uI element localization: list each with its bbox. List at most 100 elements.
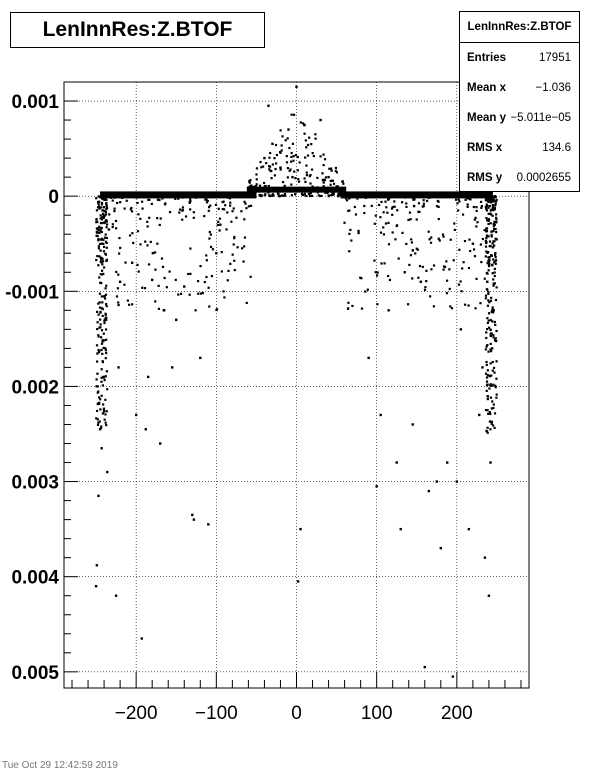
data-point bbox=[269, 151, 272, 155]
data-point bbox=[267, 191, 270, 194]
data-point bbox=[489, 362, 492, 365]
data-point bbox=[490, 235, 493, 238]
chart-title: LenInnRes:Z.BTOF bbox=[10, 12, 265, 48]
data-point bbox=[239, 195, 243, 198]
data-point bbox=[435, 480, 439, 483]
zero-band-left bbox=[100, 191, 257, 199]
data-point bbox=[272, 190, 275, 193]
data-point bbox=[99, 238, 103, 241]
data-point bbox=[421, 195, 424, 198]
data-point bbox=[96, 402, 99, 405]
data-point bbox=[296, 580, 300, 583]
data-point bbox=[473, 255, 477, 258]
data-point bbox=[437, 217, 440, 221]
stat-label: RMS x bbox=[467, 142, 503, 154]
data-point bbox=[97, 237, 100, 241]
data-point bbox=[160, 257, 164, 260]
data-point bbox=[104, 198, 107, 201]
data-point bbox=[454, 198, 458, 201]
data-point bbox=[326, 192, 329, 195]
data-point bbox=[493, 220, 496, 223]
data-point bbox=[100, 203, 104, 206]
data-point bbox=[260, 166, 263, 169]
data-point bbox=[449, 305, 452, 308]
data-point bbox=[95, 385, 98, 388]
data-point bbox=[384, 222, 388, 225]
data-point bbox=[324, 191, 327, 194]
data-point bbox=[104, 398, 107, 401]
data-point bbox=[98, 401, 101, 404]
data-point bbox=[463, 303, 467, 306]
data-point bbox=[332, 189, 335, 192]
data-point bbox=[171, 366, 174, 369]
data-point bbox=[97, 247, 101, 250]
data-point bbox=[344, 197, 348, 200]
data-point bbox=[467, 266, 471, 270]
data-point bbox=[100, 196, 103, 199]
data-point bbox=[373, 259, 376, 262]
data-point bbox=[487, 195, 490, 198]
data-point bbox=[104, 375, 107, 378]
data-point bbox=[100, 447, 103, 450]
data-point bbox=[492, 309, 495, 312]
data-point bbox=[466, 203, 469, 206]
data-point bbox=[405, 242, 408, 246]
data-point bbox=[485, 363, 488, 366]
data-point bbox=[290, 194, 294, 197]
data-point bbox=[243, 245, 246, 248]
data-point bbox=[159, 217, 162, 220]
data-point bbox=[295, 85, 298, 88]
data-point bbox=[488, 301, 491, 304]
data-point bbox=[158, 198, 161, 202]
stat-label: Mean y bbox=[467, 112, 506, 124]
data-point bbox=[146, 220, 149, 223]
data-point bbox=[388, 196, 391, 200]
data-point bbox=[100, 281, 103, 285]
data-point bbox=[482, 195, 485, 198]
data-point bbox=[113, 209, 116, 213]
y-axis: 0.001 0 -0.001 0.002 0.003 0.004 0.005 bbox=[5, 92, 78, 684]
data-point bbox=[489, 396, 493, 399]
data-point bbox=[484, 255, 487, 258]
data-point bbox=[249, 275, 252, 278]
data-point bbox=[100, 273, 104, 276]
data-point bbox=[100, 257, 104, 260]
data-point bbox=[104, 211, 108, 214]
data-point bbox=[484, 205, 487, 209]
data-point bbox=[425, 280, 428, 283]
data-point bbox=[488, 375, 491, 378]
data-point bbox=[492, 311, 495, 314]
data-point bbox=[240, 210, 243, 213]
data-point bbox=[460, 290, 463, 293]
data-point bbox=[275, 162, 278, 165]
data-point bbox=[331, 191, 334, 194]
data-point bbox=[457, 195, 461, 198]
data-point bbox=[493, 240, 496, 243]
x-tick-label: 0 bbox=[291, 703, 302, 724]
y-tick-label: -0.001 bbox=[5, 282, 59, 303]
data-point bbox=[487, 350, 490, 353]
data-point bbox=[232, 207, 235, 210]
data-point bbox=[494, 254, 497, 257]
data-point bbox=[204, 198, 207, 201]
data-point bbox=[128, 234, 132, 237]
data-point bbox=[247, 205, 250, 208]
data-point bbox=[425, 269, 428, 272]
data-point bbox=[316, 176, 319, 179]
data-point bbox=[267, 104, 270, 107]
data-point bbox=[263, 156, 266, 160]
data-point bbox=[99, 221, 103, 225]
data-point bbox=[299, 121, 302, 124]
data-point bbox=[99, 318, 102, 321]
data-point bbox=[363, 211, 366, 215]
data-point bbox=[276, 188, 280, 191]
data-point bbox=[491, 400, 494, 403]
data-point bbox=[274, 143, 278, 147]
data-point bbox=[156, 242, 159, 245]
data-point bbox=[309, 191, 313, 195]
data-point bbox=[250, 192, 253, 195]
data-point bbox=[101, 360, 104, 363]
data-point bbox=[484, 408, 488, 412]
data-point bbox=[196, 280, 200, 283]
data-point bbox=[188, 293, 191, 296]
